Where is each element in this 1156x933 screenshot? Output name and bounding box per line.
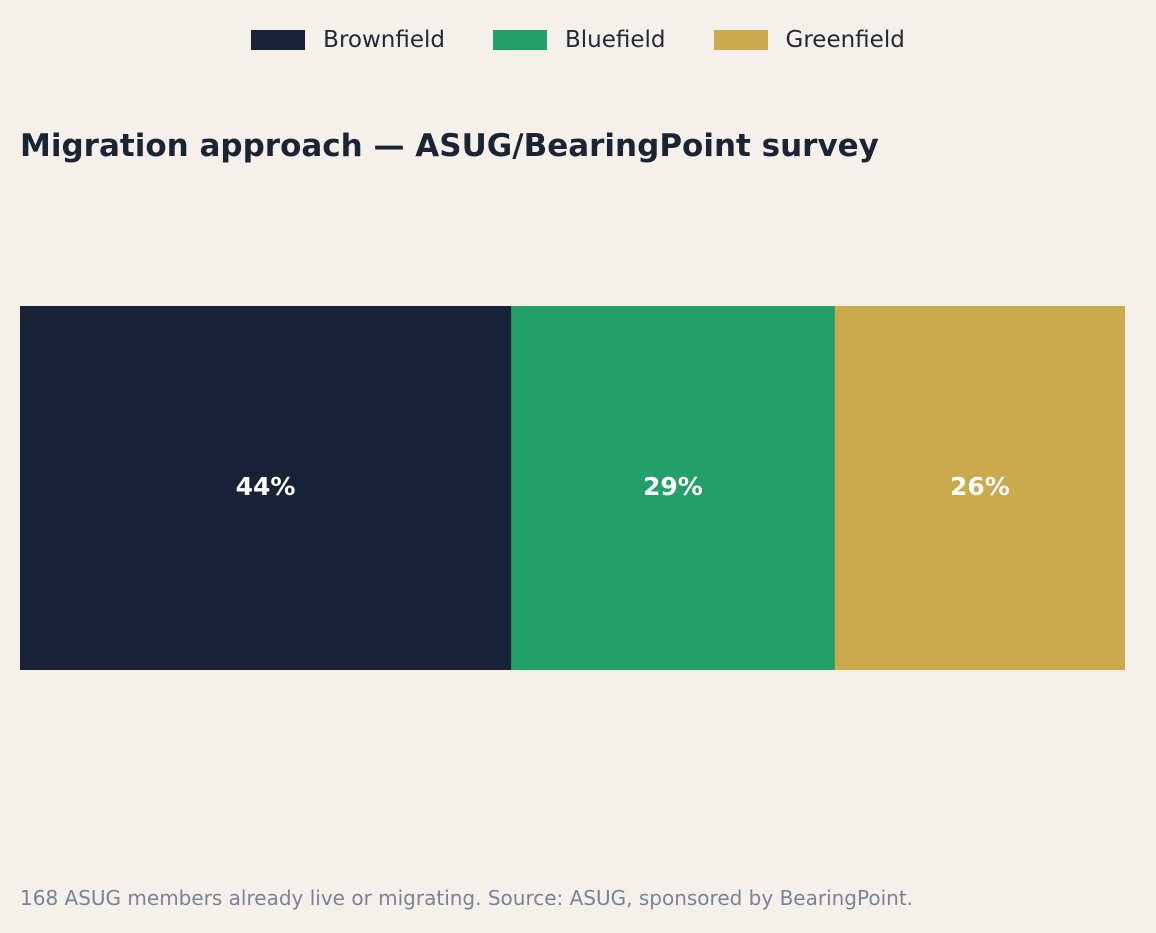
legend-label-bluefield: Bluefield (565, 27, 666, 53)
bar-segment-bluefield (511, 306, 836, 670)
legend-swatch-brownfield (251, 30, 306, 50)
chart-title: Migration approach — ASUG/BearingPoint s… (20, 128, 879, 164)
legend-item-greenfield: Greenfield (713, 27, 905, 53)
data-label-brownfield: 44% (236, 472, 296, 501)
legend-swatch-bluefield (493, 30, 547, 50)
legend-item-brownfield: Brownfield (251, 27, 445, 53)
chart-legend: Brownfield Bluefield Greenfield (0, 24, 1156, 56)
legend-swatch-greenfield (713, 30, 768, 50)
chart-footnote: 168 ASUG members already live or migrati… (20, 886, 914, 910)
data-label-bluefield: 29% (643, 472, 703, 501)
legend-label-greenfield: Greenfield (785, 27, 905, 53)
bar-segment-greenfield (834, 306, 1125, 670)
stacked-bar-chart: 44% 29% 26% (20, 306, 1125, 670)
legend-label-brownfield: Brownfield (323, 27, 445, 53)
legend-item-bluefield: Bluefield (493, 27, 666, 53)
data-label-greenfield: 26% (950, 472, 1010, 501)
bar-segment-brownfield (20, 306, 512, 670)
